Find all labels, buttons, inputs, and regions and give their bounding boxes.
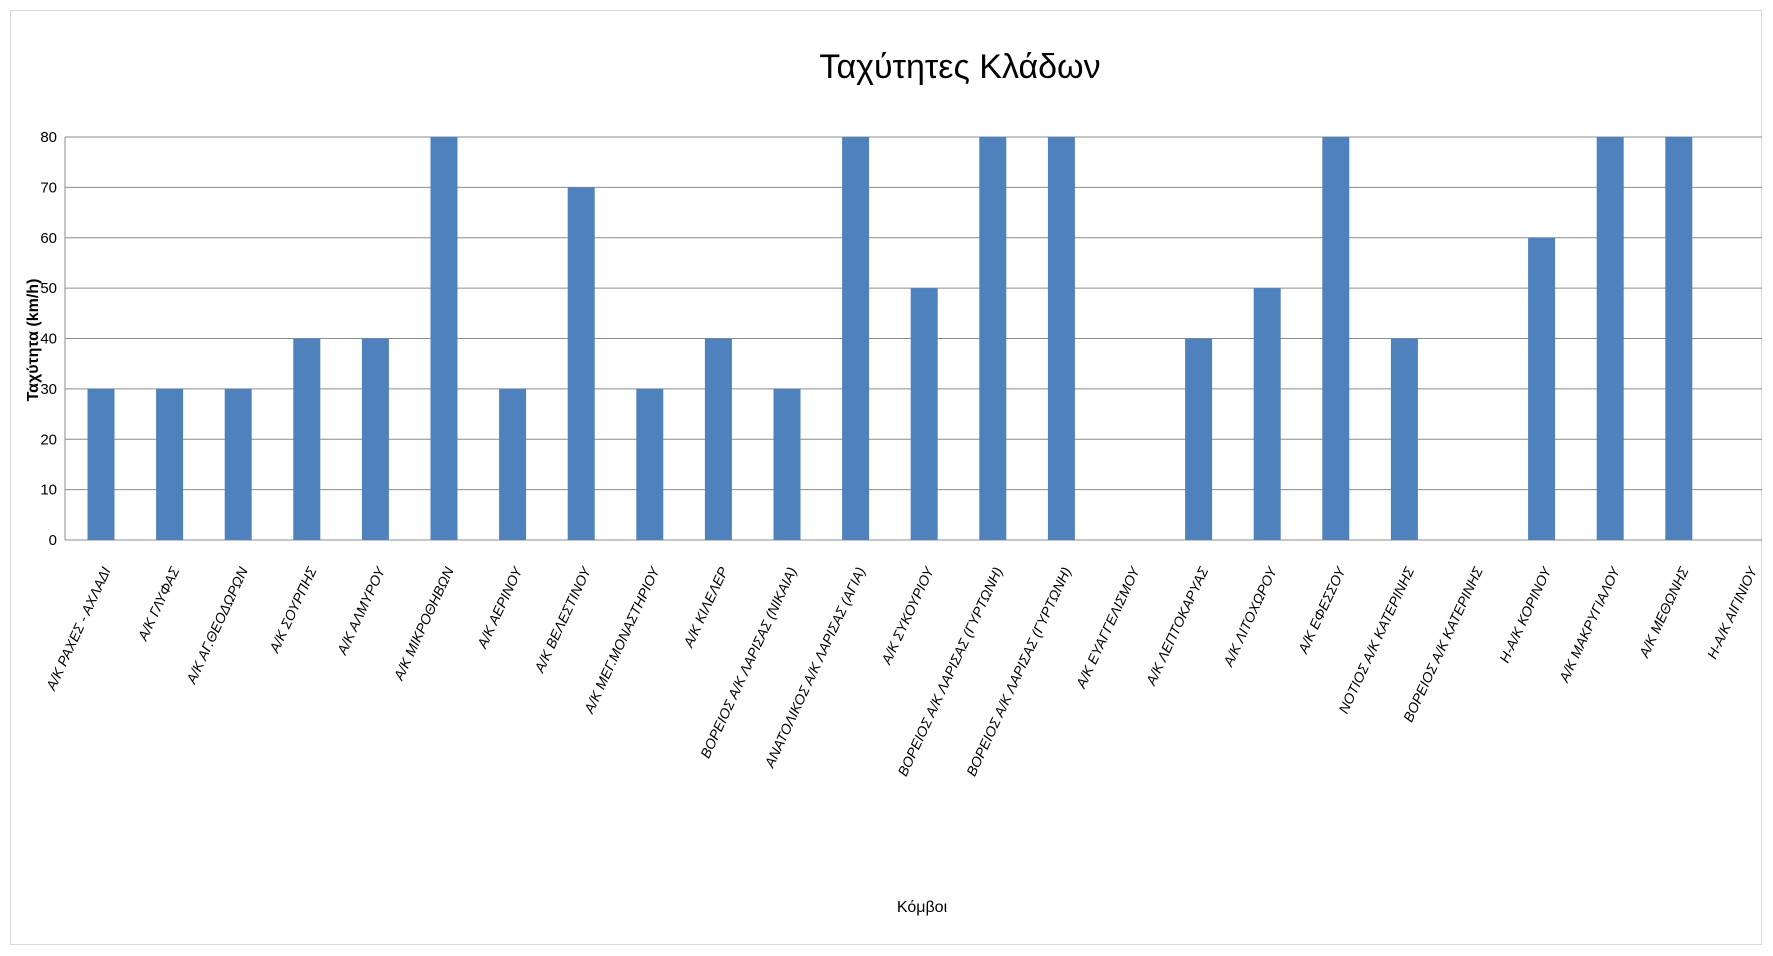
y-tick-label: 40 bbox=[40, 331, 57, 348]
bar bbox=[842, 137, 870, 540]
x-category-label: Α/Κ ΛΙΤΟΧΩΡΟΥ bbox=[1220, 563, 1281, 670]
x-category-label: Η-Α/Κ ΚΟΡΙΝΟΥ bbox=[1496, 563, 1555, 665]
x-category-label: Η-Α/Κ ΑΙΓΙΝΙΟΥ bbox=[1704, 563, 1761, 661]
bar bbox=[567, 187, 595, 540]
x-category-label: ΝΟΤΙΟΣ Α/Κ ΚΑΤΕΡΙΝΗΣ bbox=[1335, 564, 1417, 716]
y-tick-label: 60 bbox=[40, 230, 57, 247]
x-category-label: Α/Κ ΜΑΚΡΥΓΙΑΛΟΥ bbox=[1555, 563, 1623, 685]
bar bbox=[979, 137, 1007, 540]
bar bbox=[293, 338, 321, 540]
y-axis-ticks: 0 10 20 30 40 50 60 70 80 bbox=[40, 129, 57, 549]
x-category-label: Α/Κ ΜΕΘΩΝΗΣ bbox=[1635, 564, 1691, 661]
y-axis-label: Ταχύτητα (km/h) bbox=[25, 279, 42, 402]
y-tick-label: 80 bbox=[40, 129, 57, 146]
bar bbox=[1596, 137, 1624, 540]
x-category-label: Α/Κ ΑΓ.ΘΕΟΔΩΡΩΝ bbox=[183, 564, 252, 687]
x-category-label: Α/Κ ΑΕΡΙΝΟΥ bbox=[473, 563, 526, 651]
x-axis-categories: Α/Κ ΡΑΧΕΣ - ΑΧΛΑΔΙ Α/Κ ΓΛΥΦΑΣ Α/Κ ΑΓ.ΘΕΟΔΩ… bbox=[42, 563, 1761, 779]
bar bbox=[361, 338, 389, 540]
x-category-label: Α/Κ ΚΙΛΕΛΕΡ bbox=[680, 564, 732, 651]
y-tick-label: 30 bbox=[40, 381, 57, 398]
bar bbox=[636, 388, 664, 540]
bar bbox=[430, 137, 458, 540]
x-category-label: Α/Κ ΣΟΥΡΠΗΣ bbox=[266, 564, 320, 656]
bar bbox=[1185, 338, 1213, 540]
bars bbox=[87, 137, 1693, 540]
x-category-label: Α/Κ ΑΛΜΥΡΟΥ bbox=[333, 563, 389, 658]
x-category-label: Α/Κ ΜΕΓ.ΜΟΝΑΣΤΗΡΙΟΥ bbox=[580, 563, 663, 717]
y-tick-label: 20 bbox=[40, 431, 57, 448]
bar bbox=[156, 388, 184, 540]
x-axis-label: Κόμβοι bbox=[897, 899, 948, 916]
bar bbox=[499, 388, 527, 540]
x-category-label: Α/Κ ΕΥΑΓΓΕΛΙΣΜΟΥ bbox=[1072, 563, 1143, 691]
y-tick-label: 0 bbox=[49, 532, 57, 549]
x-category-label: Α/Κ ΕΦΕΣΣΟΥ bbox=[1294, 563, 1349, 657]
bar bbox=[1253, 288, 1281, 540]
bar bbox=[224, 388, 252, 540]
chart-title: Ταχύτητες Κλάδων bbox=[819, 48, 1100, 86]
y-tick-label: 70 bbox=[40, 179, 57, 196]
bar bbox=[1665, 137, 1693, 540]
x-category-label: Α/Κ ΣΥΚΟΥΡΙΟΥ bbox=[878, 563, 938, 667]
x-category-label: Α/Κ ΜΙΚΡΟΘΗΒΩΝ bbox=[390, 564, 457, 684]
bar bbox=[704, 338, 732, 540]
bar bbox=[1528, 237, 1556, 540]
bar bbox=[773, 388, 801, 540]
y-tick-label: 50 bbox=[40, 280, 57, 297]
bar bbox=[1047, 137, 1075, 540]
bar bbox=[1390, 338, 1418, 540]
y-tick-label: 10 bbox=[40, 482, 57, 499]
x-category-label: Α/Κ ΓΛΥΦΑΣ bbox=[134, 564, 183, 644]
x-category-label: Α/Κ ΡΑΧΕΣ - ΑΧΛΑΔΙ bbox=[42, 564, 113, 693]
x-category-label: ΒΟΡΕΙΟΣ Α/Κ ΚΑΤΕΡΙΝΗΣ bbox=[1400, 564, 1486, 724]
x-category-label: Α/Κ ΒΕΛΕΣΤΙΝΟΥ bbox=[531, 563, 595, 676]
gridlines bbox=[64, 136, 1762, 541]
bar bbox=[1322, 137, 1350, 540]
bar bbox=[910, 288, 938, 540]
x-category-label: Α/Κ ΛΕΠΤΟΚΑΡΥΑΣ bbox=[1142, 564, 1211, 688]
bar bbox=[87, 388, 115, 540]
